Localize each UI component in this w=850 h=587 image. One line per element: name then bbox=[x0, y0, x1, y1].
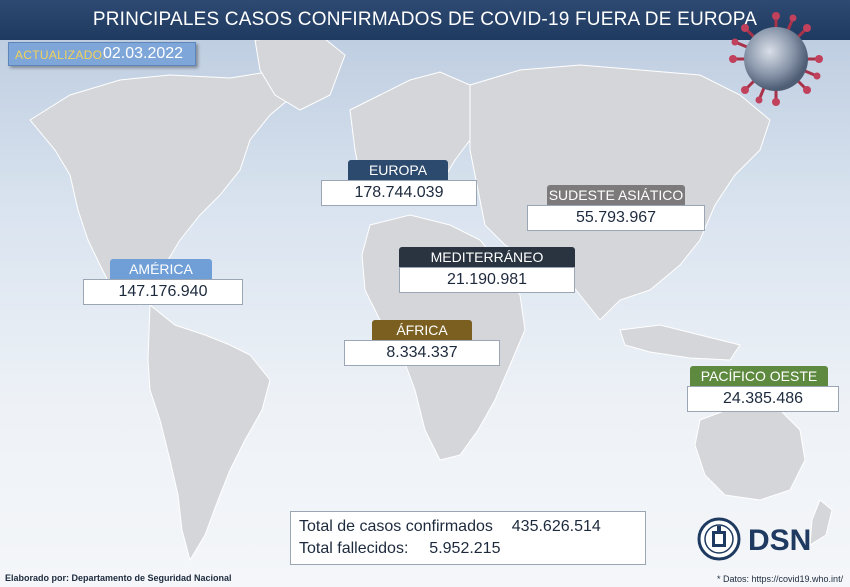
region-name-sudeste-asiatico: SUDESTE ASIÁTICO bbox=[548, 187, 684, 203]
north-america-landmass bbox=[29, 69, 301, 306]
updated-label: ACTUALIZADO: bbox=[15, 48, 106, 62]
region-name-pacifico-oeste: PACÍFICO OESTE bbox=[700, 368, 818, 384]
region-cases-pacifico-oeste: 24.385.486 bbox=[687, 386, 839, 412]
total-cases-label: Total de casos confirmados bbox=[299, 518, 493, 535]
south-america-landmass bbox=[147, 303, 271, 562]
total-deaths-row: Total fallecidos: 5.952.215 bbox=[299, 540, 500, 558]
updated-badge: ACTUALIZADO: 02.03.2022 bbox=[8, 42, 196, 66]
indonesia-landmass bbox=[619, 324, 741, 361]
total-deaths-label: Total fallecidos: bbox=[299, 540, 409, 557]
region-cases-sudeste-asiatico: 55.793.967 bbox=[527, 205, 705, 231]
region-cases-mediterraneo-oriental: 21.190.981 bbox=[399, 267, 575, 293]
region-tag-sudeste-asiatico: SUDESTE ASIÁTICO bbox=[547, 185, 685, 205]
region-name-europa: EUROPA bbox=[368, 162, 428, 178]
region-name-africa: ÁFRICA bbox=[396, 322, 448, 338]
new-zealand-landmass bbox=[809, 499, 833, 546]
region-tag-mediterraneo-oriental: MEDITERRÁNEO ORIENTAL bbox=[399, 247, 575, 285]
region-tag-pacifico-oeste: PACÍFICO OESTE bbox=[690, 366, 828, 386]
credit-text: Elaborado por: Departamento de Seguridad… bbox=[5, 573, 232, 583]
totals-box: Total de casos confirmados 435.626.514 T… bbox=[290, 511, 646, 565]
region-cases-europa: 178.744.039 bbox=[321, 180, 477, 206]
dsn-logo-text: DSN bbox=[748, 524, 812, 557]
page-title: PRINCIPALES CASOS CONFIRMADOS DE COVID-1… bbox=[92, 9, 758, 30]
coronavirus-icon bbox=[729, 12, 823, 106]
coat-of-arms-icon bbox=[697, 517, 741, 561]
total-deaths-value: 5.952.215 bbox=[429, 540, 501, 557]
region-name-america: AMÉRICA bbox=[129, 261, 193, 277]
region-cases-africa: 8.334.337 bbox=[344, 340, 500, 366]
region-tag-america: AMÉRICA bbox=[110, 259, 212, 279]
total-cases-row: Total de casos confirmados 435.626.514 bbox=[299, 518, 601, 536]
region-tag-africa: ÁFRICA bbox=[372, 320, 472, 340]
source-text: * Datos: https://covid19.who.int/ bbox=[717, 574, 844, 584]
updated-date: 02.03.2022 bbox=[103, 45, 184, 62]
total-cases-value: 435.626.514 bbox=[511, 518, 601, 535]
title-bar: PRINCIPALES CASOS CONFIRMADOS DE COVID-1… bbox=[0, 0, 850, 40]
region-tag-europa: EUROPA bbox=[348, 160, 448, 180]
australia-landmass bbox=[694, 404, 806, 501]
region-cases-america: 147.176.940 bbox=[83, 279, 243, 305]
